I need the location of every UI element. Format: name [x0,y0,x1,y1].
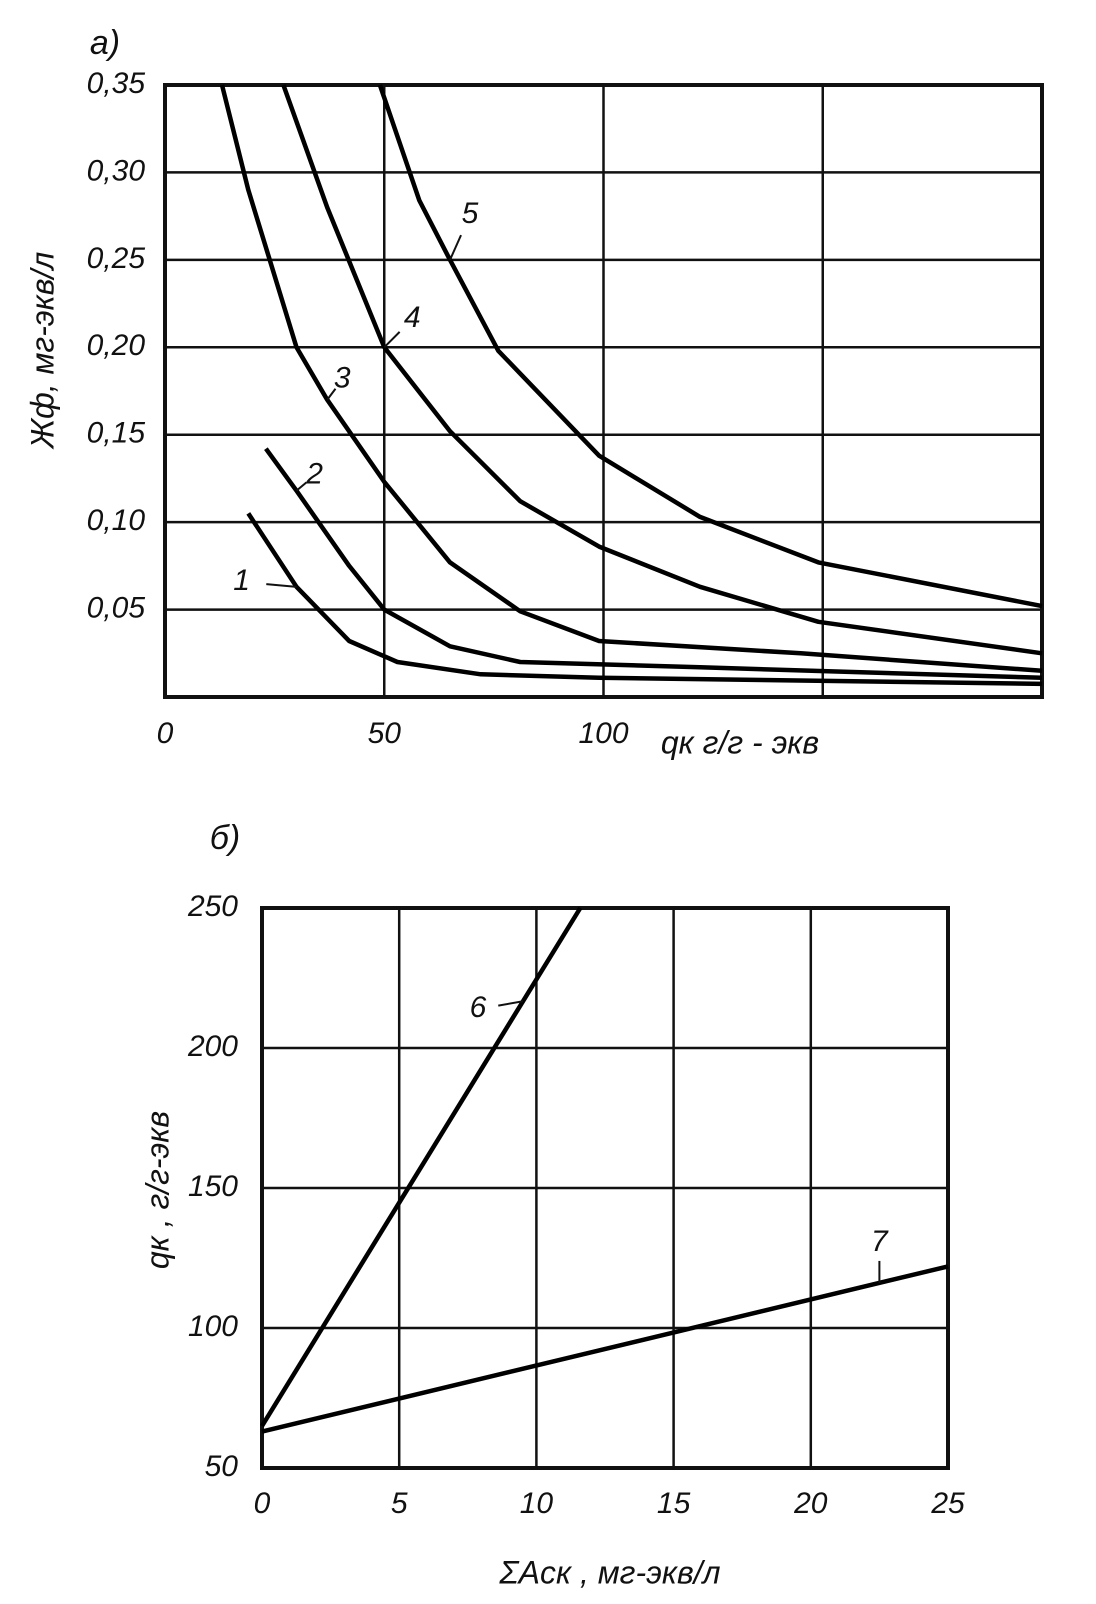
y-tick-label: 200 [187,1030,238,1063]
curve-label: 5 [462,197,479,230]
x-tick-label: 0 [254,1487,271,1520]
y-tick-label: 0,05 [87,591,146,624]
x-tick-label: 100 [578,717,628,750]
x-tick-label: 5 [391,1487,408,1520]
x-axis-label: qк г/г - экв [661,724,819,760]
panel-label: б) [210,819,240,857]
x-tick-label: 25 [930,1487,965,1520]
x-tick-label: 10 [520,1487,554,1520]
label-leader [295,481,308,492]
curve [260,906,583,1428]
y-tick-label: 0,35 [87,67,146,100]
y-tick-label: 0,20 [87,329,146,362]
curve [377,84,1043,609]
y-axis-label: Жф, мг-экв/л [24,252,60,451]
label-leader [266,583,297,588]
label-leader [498,1000,524,1007]
plot-frame [260,906,950,1470]
x-tick-label: 50 [368,717,402,750]
curve-label: 3 [334,362,351,395]
curve [219,84,1043,674]
y-tick-label: 0,15 [87,417,146,450]
y-tick-label: 50 [205,1450,239,1483]
curve [281,84,1043,656]
x-tick-label: 20 [793,1487,828,1520]
curve-label: 2 [305,458,323,491]
y-tick-label: 0,30 [87,154,146,187]
y-tick-label: 0,10 [87,504,146,537]
y-tick-label: 250 [187,890,238,923]
curve [261,1264,949,1434]
curve-label: 4 [404,301,421,334]
curve-label: 6 [470,991,487,1024]
curve-label: 1 [233,564,250,597]
plot-frame [163,83,1044,699]
label-leader [326,388,337,401]
label-leader [449,234,462,261]
y-tick-label: 0,25 [87,242,146,275]
curve-label: 7 [871,1225,889,1258]
y-axis-label: qк , г/г-экв [139,1111,175,1269]
x-axis-label: ΣAск , мг-экв/л [498,1554,720,1590]
y-tick-label: 150 [188,1170,238,1203]
curve [264,447,1043,681]
y-tick-label: 100 [188,1310,238,1343]
x-tick-label: 0 [157,717,174,750]
panel-label: а) [90,24,120,62]
label-leader [383,331,401,348]
x-tick-label: 15 [657,1487,691,1520]
